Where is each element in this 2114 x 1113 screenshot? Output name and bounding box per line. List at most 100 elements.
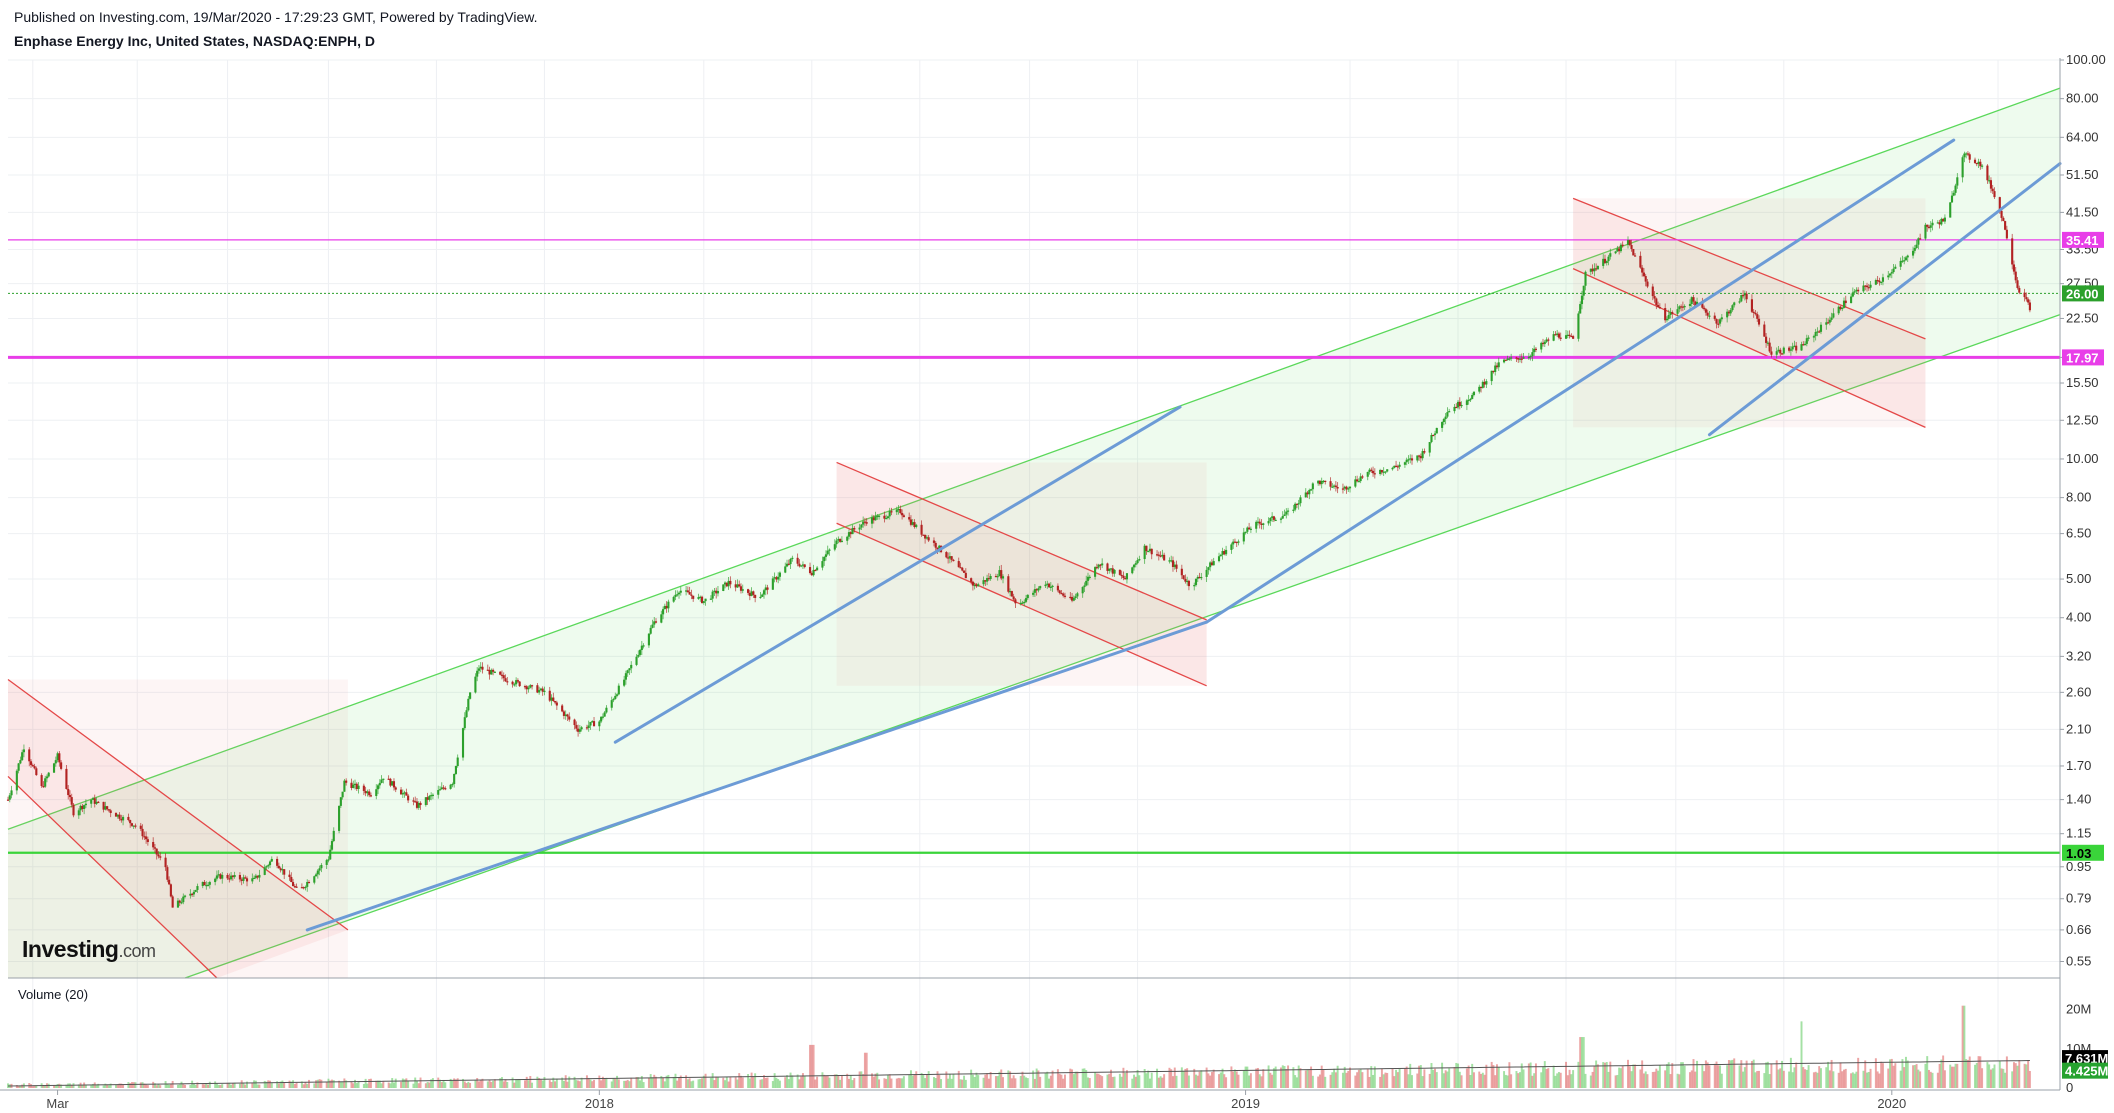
candle-body bbox=[254, 875, 257, 878]
time-axis[interactable]: Mar 2018 2019 2020 bbox=[46, 1090, 1906, 1111]
candle-body bbox=[1998, 197, 2001, 211]
candle-body bbox=[1825, 322, 1828, 325]
volume-bar bbox=[909, 1070, 912, 1088]
candle-body bbox=[1757, 318, 1761, 325]
volume-bar bbox=[1163, 1074, 1166, 1088]
volume-bar bbox=[1510, 1074, 1513, 1088]
volume-bar bbox=[315, 1080, 318, 1088]
volume-bar bbox=[1072, 1074, 1075, 1088]
price-axis[interactable]: 100.0080.0064.0051.5041.5033.5027.5022.5… bbox=[2060, 52, 2106, 1095]
candle-body bbox=[759, 596, 762, 599]
candle-body bbox=[1828, 319, 1831, 323]
volume-bar bbox=[692, 1080, 695, 1088]
volume-bar bbox=[1033, 1078, 1036, 1088]
volume-bar bbox=[265, 1081, 268, 1088]
candle-body bbox=[1060, 592, 1063, 595]
volume-bar bbox=[1807, 1065, 1810, 1088]
volume-bar bbox=[1595, 1060, 1598, 1088]
candle-body bbox=[1775, 351, 1778, 355]
volume-bar bbox=[1019, 1075, 1022, 1088]
candle-body bbox=[1260, 523, 1263, 525]
volume-bar bbox=[1690, 1070, 1693, 1088]
volume-bar bbox=[263, 1080, 266, 1088]
candle-body bbox=[1356, 479, 1359, 482]
candle-body bbox=[1292, 509, 1295, 511]
candle-body bbox=[1664, 308, 1667, 321]
candle-body bbox=[332, 830, 335, 842]
level-badge-label: 1.03 bbox=[2066, 846, 2091, 861]
volume-bar bbox=[1683, 1065, 1686, 1088]
candle-body bbox=[1433, 433, 1437, 435]
volume-bar bbox=[1678, 1074, 1681, 1088]
volume-bar bbox=[1864, 1060, 1867, 1088]
candle-body bbox=[1904, 257, 1908, 261]
candle-body bbox=[1359, 476, 1362, 482]
volume-bar bbox=[598, 1075, 601, 1088]
candle-body bbox=[727, 580, 730, 587]
candle-body bbox=[803, 564, 806, 568]
volume-bar bbox=[377, 1080, 380, 1088]
candle-body bbox=[1306, 492, 1309, 495]
volume-bar bbox=[1014, 1078, 1017, 1088]
volume-bar bbox=[961, 1079, 964, 1088]
volume-bar bbox=[1465, 1068, 1468, 1088]
candle-body bbox=[1478, 386, 1481, 392]
volume-bar bbox=[419, 1077, 422, 1088]
volume-bar bbox=[242, 1083, 245, 1088]
candle-body bbox=[1193, 585, 1196, 587]
volume-bar bbox=[1187, 1075, 1190, 1088]
volume-bar bbox=[1009, 1071, 1012, 1088]
candle-body bbox=[1942, 218, 1945, 222]
candle-body bbox=[1467, 399, 1470, 402]
volume-bar bbox=[1248, 1075, 1251, 1088]
candle-body bbox=[589, 722, 592, 726]
candle-body bbox=[1009, 591, 1012, 593]
candle-body bbox=[1719, 319, 1722, 324]
candle-body bbox=[1874, 280, 1877, 285]
candle-body bbox=[467, 698, 470, 711]
candle-body bbox=[1037, 588, 1040, 591]
level-badge bbox=[2062, 844, 2104, 861]
candle-body bbox=[1708, 315, 1711, 317]
volume-bar bbox=[95, 1085, 98, 1088]
candle-body bbox=[1641, 267, 1644, 273]
candle-body bbox=[874, 516, 877, 521]
volume-bar bbox=[1145, 1073, 1148, 1088]
candle-body bbox=[44, 778, 47, 787]
volume-bar bbox=[1789, 1057, 1792, 1088]
candle-body bbox=[325, 860, 328, 865]
volume-bar bbox=[331, 1079, 333, 1088]
volume-bar bbox=[1904, 1056, 1907, 1088]
volume-bar bbox=[153, 1083, 156, 1088]
volume-bar bbox=[304, 1082, 307, 1088]
candle-body bbox=[1138, 559, 1141, 561]
candle-body bbox=[529, 685, 532, 688]
candle-body bbox=[1108, 568, 1111, 571]
y-tick-label: 80.00 bbox=[2066, 91, 2099, 106]
candle-body bbox=[127, 816, 130, 821]
candle-body bbox=[153, 847, 157, 849]
volume-bar bbox=[947, 1078, 950, 1088]
volume-bar bbox=[1589, 1075, 1592, 1088]
volume-bar bbox=[821, 1072, 824, 1088]
volume-bar bbox=[1981, 1068, 1984, 1088]
candle-body bbox=[1471, 395, 1474, 399]
candle-body bbox=[104, 806, 107, 810]
volume-bar bbox=[400, 1081, 403, 1088]
candle-body bbox=[350, 782, 353, 788]
candle-body bbox=[1529, 356, 1532, 358]
volume-bar bbox=[1002, 1077, 1004, 1088]
volume-bar bbox=[678, 1077, 680, 1088]
volume-bar bbox=[642, 1082, 645, 1088]
volume-bar bbox=[440, 1082, 443, 1088]
candle-body bbox=[1012, 596, 1015, 600]
volume-bar bbox=[1993, 1064, 1996, 1088]
candle-body bbox=[405, 792, 408, 796]
candle-body bbox=[1991, 188, 1994, 192]
candle-body bbox=[109, 810, 112, 814]
volume-bar bbox=[1336, 1065, 1339, 1088]
candle-body bbox=[709, 598, 712, 600]
candle-body bbox=[244, 877, 247, 879]
candle-body bbox=[766, 587, 769, 590]
